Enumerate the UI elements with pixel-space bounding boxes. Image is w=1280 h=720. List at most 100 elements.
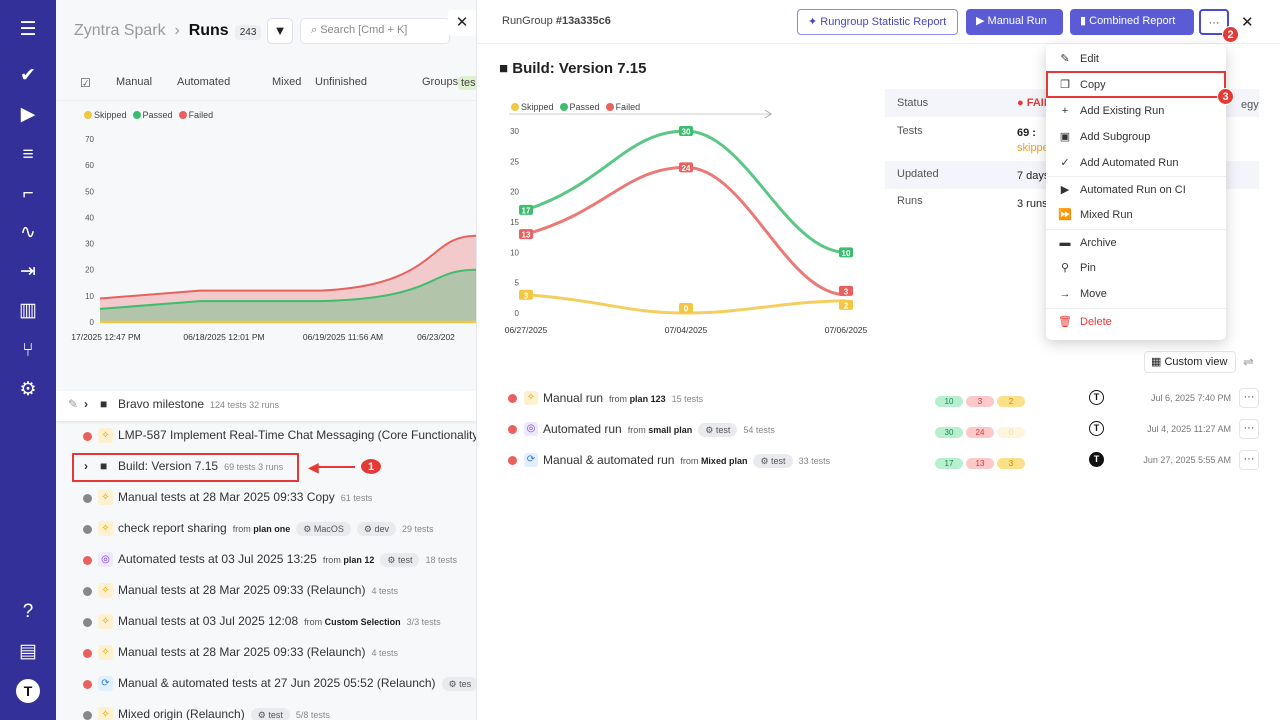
run-row[interactable]: ✧ Mixed origin (Relaunch) ⚙ test 5/8 tests xyxy=(56,701,476,720)
menu-item-mixed-run[interactable]: ⏩ Mixed Run xyxy=(1046,202,1226,228)
menu-item-add-automated-run[interactable]: ✓ Add Automated Run xyxy=(1046,150,1226,176)
status-failed-icon xyxy=(508,394,517,403)
menu-item-automated-run-on-ci[interactable]: ▶ Automated Run on CI xyxy=(1046,176,1226,202)
tab-tes[interactable]: tes xyxy=(458,76,476,90)
run-row[interactable]: ◎ Automated run from small plan ⚙ test 54 te… xyxy=(477,414,1280,444)
menu-item-delete[interactable]: 🗑 Delete xyxy=(1046,308,1226,334)
settings-sliders-icon[interactable]: ⇌ xyxy=(1243,354,1254,369)
divider xyxy=(477,43,1280,44)
left-area-chart: 0 10 20 30 40 50 60 70 17/2025 12:47 PM 06/18/202… xyxy=(71,135,476,342)
tag: ⚙ test xyxy=(753,454,793,468)
statistic-report-button[interactable]: ✦ Rungroup Statistic Report xyxy=(797,9,958,35)
menu-item-copy[interactable]: ❐ Copy xyxy=(1046,72,1226,98)
chevron-right-icon[interactable]: › xyxy=(84,459,88,473)
run-row[interactable]: ⟳ Manual & automated tests at 27 Jun 2025… xyxy=(56,670,476,700)
tag: ⚙ tes xyxy=(441,677,476,691)
legend-failed: Failed xyxy=(615,102,641,112)
search-input[interactable]: ⌕ Search [Cmd + K] xyxy=(300,18,450,44)
select-all-icon[interactable]: ☑ xyxy=(80,76,91,90)
runs-row: Runs 3 runs xyxy=(897,195,1048,210)
gear-icon: ⚙ xyxy=(448,679,457,689)
menu-item-move[interactable]: → Move xyxy=(1046,281,1226,307)
menu-item-add-existing-run[interactable]: + Add Existing Run xyxy=(1046,98,1226,124)
chart-icon: ▮ xyxy=(1080,15,1087,27)
chevron-right-icon[interactable]: › xyxy=(84,397,88,411)
sidebar-pulse-icon[interactable]: ∿ xyxy=(20,222,36,243)
y-tick-label: 10 xyxy=(510,248,519,257)
row-options-button[interactable]: ··· xyxy=(1239,388,1259,408)
failed-count: 24 xyxy=(966,427,994,438)
rungroup-id: RunGroup #13a335c6 xyxy=(502,15,611,27)
tests-row: Tests 69 : skippe xyxy=(897,125,1049,154)
sidebar-gear-icon[interactable]: ⚙ xyxy=(19,379,37,400)
y-tick-label: 60 xyxy=(85,161,94,170)
pin-icon: ⚲ xyxy=(1060,262,1070,274)
run-row[interactable]: ✧ Manual tests at 28 Mar 2025 09:33 Copy 6… xyxy=(56,484,476,514)
arrow-right-icon: → xyxy=(1059,288,1071,300)
close-panel-button[interactable]: ✕ xyxy=(448,10,476,36)
sidebar-menu-icon[interactable]: ☰ xyxy=(19,19,37,40)
manual-run-button[interactable]: ▶ Manual Run xyxy=(966,9,1063,35)
user-avatar[interactable]: T xyxy=(16,679,40,703)
more-options-button[interactable]: ··· xyxy=(1199,9,1229,35)
status-failed-icon xyxy=(83,432,92,441)
sidebar-folders-icon[interactable]: ▤ xyxy=(19,641,37,662)
skipped-count: 3 xyxy=(997,458,1025,469)
tag: ⚙ dev xyxy=(356,522,396,536)
tab-unfinished[interactable]: Unfinished xyxy=(315,76,367,88)
divider xyxy=(56,100,476,101)
filter-button[interactable]: ▼ xyxy=(267,18,293,44)
sidebar-import-icon[interactable]: ⇥ xyxy=(20,261,36,282)
run-row[interactable]: ✧ LMP-587 Implement Real-Time Chat Messag… xyxy=(56,422,476,452)
legend-passed: Passed xyxy=(142,110,173,120)
run-row[interactable]: ✧ Manual run from plan 123 15 tests 10 3 2 T … xyxy=(477,383,1280,413)
sidebar-steps-icon[interactable]: ⌐ xyxy=(22,183,34,204)
tab-automated[interactable]: Automated xyxy=(177,76,231,88)
folder-icon: ■ xyxy=(100,459,108,473)
x-tick-label: 06/27/2025 xyxy=(505,325,548,335)
sidebar-check-icon[interactable]: ✔ xyxy=(20,65,36,86)
close-icon[interactable]: ✕ xyxy=(1241,14,1254,31)
failed-count: 13 xyxy=(966,458,994,469)
row-options-button[interactable]: ··· xyxy=(1239,450,1259,470)
menu-item-pin[interactable]: ⚲ Pin xyxy=(1046,255,1226,281)
y-tick-label: 40 xyxy=(85,213,94,222)
run-row[interactable]: ◎ Automated tests at 03 Jul 2025 13:25 fro… xyxy=(56,546,476,576)
group-row[interactable]: › ■ Build: Version 7.15 69 tests 3 runs xyxy=(84,459,284,473)
data-label-box xyxy=(839,285,853,296)
run-row[interactable]: ✧ Manual tests at 28 Mar 2025 09:33 (Rela… xyxy=(56,577,476,607)
legend-dot xyxy=(132,111,141,119)
tab-mixed[interactable]: Mixed xyxy=(272,76,302,88)
menu-item-archive[interactable]: ▬ Archive xyxy=(1046,229,1226,255)
sidebar-chart-icon[interactable]: ▥ xyxy=(19,300,37,321)
project-link[interactable]: Zyntra Spark xyxy=(74,22,166,39)
sidebar-help-icon[interactable]: ? xyxy=(22,601,34,622)
sidebar-list-check-icon[interactable]: ≡ xyxy=(22,144,34,165)
tab-groups[interactable]: Groups xyxy=(422,76,459,88)
run-row[interactable]: ✧ Manual tests at 03 Jul 2025 12:08 from C… xyxy=(56,608,476,638)
row-options-button[interactable]: ··· xyxy=(1239,419,1259,439)
tab-manual[interactable]: Manual xyxy=(116,76,153,88)
custom-view-button[interactable]: ▦ Custom view xyxy=(1144,351,1236,373)
data-label-box xyxy=(839,247,853,258)
info-extra: egy xyxy=(1241,99,1259,111)
menu-item-add-subgroup[interactable]: ▣ Add Subgroup xyxy=(1046,124,1226,150)
status-failed-icon xyxy=(83,556,92,565)
folder-icon: ■ xyxy=(100,397,108,411)
plus-icon: + xyxy=(1061,105,1069,117)
status-unfinished-icon xyxy=(83,525,92,534)
sidebar-branch-icon[interactable]: ⑂ xyxy=(22,340,34,361)
view-icon: ▦ xyxy=(1151,356,1162,368)
trash-icon: 🗑 xyxy=(1058,316,1072,328)
highlight-box-copy xyxy=(1046,71,1226,98)
data-label-box xyxy=(679,162,693,173)
run-row[interactable]: ✧ Manual tests at 28 Mar 2025 09:33 (Rela… xyxy=(56,639,476,669)
sidebar-play-icon[interactable]: ▶ xyxy=(20,104,36,125)
menu-item-edit[interactable]: ✎ Edit xyxy=(1046,46,1226,72)
runs-panel: Zyntra Spark › Runs 243 ▼ ⌕ Search [Cmd +… xyxy=(56,0,476,720)
run-row[interactable]: ⟳ Manual & automated run from Mixed plan ⚙ … xyxy=(477,445,1280,475)
group-row[interactable]: ✎ › ■ Bravo milestone 124 tests 32 runs xyxy=(56,391,476,421)
combined-report-button[interactable]: ▮ Combined Report xyxy=(1070,9,1194,35)
breadcrumb: Zyntra Spark › Runs 243 xyxy=(74,22,262,40)
run-row[interactable]: ✧ check report sharing from plan one ⚙ MacO… xyxy=(56,515,476,545)
